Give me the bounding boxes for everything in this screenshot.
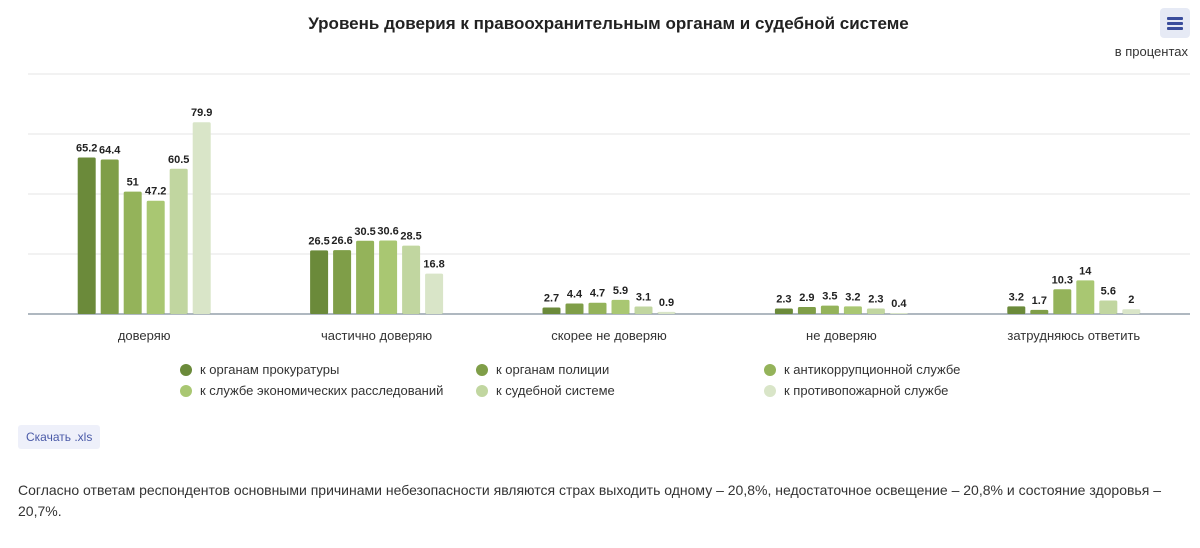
data-label: 2.3 [868,293,883,305]
legend-label: к антикоррупционной службе [784,362,961,377]
unit-label: в процентах [1114,44,1188,59]
data-label: 65.2 [76,143,97,155]
bar[interactable] [169,168,188,314]
summary-paragraph: Согласно ответам респондентов основными … [18,482,1161,519]
data-label: 2 [1128,294,1134,306]
bar[interactable] [100,159,119,314]
bar[interactable] [843,306,862,314]
legend-item[interactable]: к органам полиции [476,362,609,377]
bar[interactable] [797,307,816,314]
category-label: частично доверяю [321,328,432,343]
legend-item[interactable]: к противопожарной службе [764,383,948,398]
download-xls-button[interactable]: Скачать .xls [18,425,101,449]
data-label: 16.8 [423,259,444,271]
legend-item[interactable]: к службе экономических расследований [180,383,443,398]
bar[interactable] [611,299,630,314]
bar[interactable] [123,191,142,314]
bar[interactable] [402,245,421,314]
bar[interactable] [634,306,653,314]
data-label: 10.3 [1052,274,1073,286]
data-label: 64.4 [99,144,121,156]
data-label: 51 [127,177,139,189]
hamburger-icon-line [1167,17,1183,20]
data-label: 0.9 [659,297,674,309]
bar[interactable] [1099,300,1118,314]
bar[interactable] [333,250,352,314]
data-label: 5.6 [1101,286,1116,298]
data-label: 3.2 [845,291,860,303]
data-label: 1.7 [1032,295,1047,307]
data-label: 0.4 [891,298,907,310]
bar[interactable] [542,307,561,314]
hamburger-icon-line [1167,22,1183,25]
data-label: 2.3 [776,293,791,305]
bar[interactable] [425,273,444,314]
data-label: 30.5 [354,226,375,238]
bar[interactable] [77,157,96,314]
bar[interactable] [1122,309,1141,314]
data-label: 26.6 [331,235,352,247]
bar[interactable] [379,240,398,314]
data-label: 3.2 [1009,291,1024,303]
legend-marker-icon [764,384,776,397]
data-label: 5.9 [613,285,628,297]
legend-item[interactable]: к органам прокуратуры [180,362,339,377]
data-label: 2.7 [544,293,559,305]
data-label: 4.4 [567,288,583,300]
legend-marker-icon [764,363,776,376]
bar[interactable] [565,303,584,314]
bar[interactable] [1053,289,1072,314]
data-label: 14 [1079,265,1092,277]
data-label: 30.6 [377,226,398,238]
chart-menu-button[interactable] [1160,8,1190,38]
data-label: 47.2 [145,186,166,198]
bar[interactable] [356,240,375,314]
legend-label: к органам полиции [496,362,610,377]
bar[interactable] [774,308,793,314]
bar[interactable] [192,122,211,314]
data-label: 28.5 [400,231,421,243]
legend-marker-icon [476,363,488,376]
category-label: не доверяю [806,328,877,343]
legend-label: к службе экономических расследований [200,383,444,398]
data-label: 4.7 [590,288,605,300]
legend-item[interactable]: к судебной системе [476,383,615,398]
category-label: доверяю [118,328,171,343]
data-label: 60.5 [168,154,189,166]
bar[interactable] [889,313,908,314]
hamburger-icon-line [1167,27,1183,30]
category-label: скорее не доверяю [551,328,667,343]
data-label: 3.5 [822,291,837,303]
data-label: 26.5 [308,235,329,247]
chart-title: Уровень доверия к правоохранительным орг… [308,14,909,33]
data-label: 79.9 [191,107,212,119]
bar[interactable] [310,250,329,314]
bar[interactable] [657,311,676,314]
bar[interactable] [146,200,165,314]
bar[interactable] [588,302,607,314]
legend-label: к судебной системе [496,383,615,398]
data-label: 3.1 [636,292,651,304]
bar[interactable] [1076,280,1095,314]
bar[interactable] [1030,309,1049,314]
bar[interactable] [1007,306,1026,314]
legend-marker-icon [180,384,192,397]
legend-label: к органам прокуратуры [200,362,340,377]
category-label: затрудняюсь ответить [1007,328,1140,343]
bar[interactable] [820,305,839,314]
legend-label: к противопожарной службе [784,383,949,398]
data-label: 2.9 [799,292,814,304]
legend-marker-icon [180,363,192,376]
bar[interactable] [866,308,885,314]
legend-item[interactable]: к антикоррупционной службе [764,362,960,377]
legend-marker-icon [476,384,488,397]
